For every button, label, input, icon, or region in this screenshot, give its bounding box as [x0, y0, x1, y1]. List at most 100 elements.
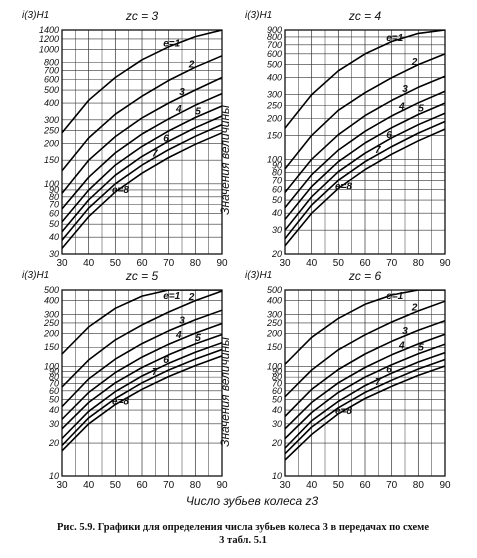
y-tick-label: 600 — [44, 74, 59, 84]
series-line-2 — [285, 53, 445, 170]
x-tick-label: 80 — [413, 258, 425, 269]
series-label: 7 — [152, 367, 158, 378]
y-tick-label: 30 — [49, 249, 59, 259]
series-label: 7 — [375, 377, 381, 388]
series-label: 4 — [398, 101, 405, 112]
y-tick-label: 80 — [272, 167, 282, 177]
x-tick-label: 70 — [163, 480, 175, 491]
y-tick-label: 500 — [267, 60, 282, 70]
series-line-7 — [285, 358, 445, 455]
y-tick-label: 300 — [267, 90, 282, 100]
x-tick-label: 70 — [163, 258, 175, 269]
y-tick-label: 150 — [267, 130, 282, 140]
series-label: 4 — [175, 104, 182, 115]
y-tick-label: 300 — [44, 115, 59, 125]
series-line-7 — [285, 120, 445, 240]
y-tick-label: 40 — [272, 405, 282, 415]
y-tick-label: 30 — [272, 419, 282, 429]
y-tick-label: 90 — [272, 160, 282, 170]
series-label: 5 — [195, 333, 201, 344]
y-tick-label: 60 — [49, 209, 59, 219]
x-tick-label: 50 — [333, 258, 345, 269]
y-tick-label: 40 — [272, 208, 282, 218]
series-label: 6 — [163, 355, 169, 366]
x-tick-label: 30 — [56, 258, 68, 269]
series-label: 4 — [175, 330, 182, 341]
shared-x-axis-label: Число зубьев колеса z3 — [186, 494, 319, 508]
y-tick-label: 250 — [266, 100, 282, 110]
series-line-6 — [285, 351, 445, 449]
figure-caption: Рис. 5.9. Графики для определения числа … — [18, 521, 468, 547]
series-label: 3 — [179, 87, 185, 98]
series-line-4 — [62, 322, 222, 420]
y-tick-label: 90 — [49, 185, 59, 195]
chart-title: zc = 6 — [348, 269, 382, 283]
x-tick-label: 40 — [306, 258, 318, 269]
x-tick-label: 30 — [279, 480, 291, 491]
series-label: 5 — [418, 104, 424, 115]
x-tick-label: 50 — [333, 480, 345, 491]
y-tick-label: 50 — [49, 219, 59, 229]
y-tick-label: 100 — [267, 362, 282, 372]
plot-frame — [284, 29, 446, 255]
y-tick-label: 250 — [43, 125, 59, 135]
y-tick-label: 50 — [272, 394, 282, 404]
y-tick-label: 100 — [44, 362, 59, 372]
y-tick-label: 100 — [267, 154, 282, 164]
series-line-6 — [285, 112, 445, 231]
chart-panel-1: 3040506070809010015020025030040050060070… — [22, 9, 228, 269]
series-line-8 — [62, 132, 222, 249]
chart-title: zc = 3 — [125, 9, 159, 23]
series-label: 3 — [402, 84, 408, 95]
x-tick-label: 30 — [279, 258, 291, 269]
y-tick-label: 250 — [266, 318, 282, 328]
series-label: e=8 — [335, 406, 352, 417]
y-tick-label: 50 — [49, 394, 59, 404]
series-line-2 — [62, 290, 222, 388]
y-axis-label: i(3)H1 — [22, 10, 49, 21]
y-tick-label: 90 — [49, 367, 59, 377]
series-label: 4 — [398, 341, 405, 352]
y-tick-label: 200 — [266, 329, 282, 339]
series-line-3 — [285, 319, 445, 417]
y-tick-label: 80 — [49, 372, 59, 382]
series-label: 6 — [163, 133, 169, 144]
series-line-7 — [62, 348, 222, 447]
y-tick-label: 70 — [49, 378, 59, 388]
plot-frame — [284, 289, 446, 477]
y-tick-label: 400 — [44, 98, 59, 108]
y-axis-label: i(3)H1 — [22, 270, 49, 281]
y-tick-label: 40 — [49, 232, 59, 242]
series-line-6 — [62, 341, 222, 440]
y-tick-label: 30 — [272, 225, 282, 235]
y-tick-label: 30 — [49, 419, 59, 429]
figure-panels: Значения величины Значения величины Числ… — [22, 9, 451, 508]
y-tick-label: 400 — [44, 296, 59, 306]
chart-panel-3: 1020304050607080901001502002503004005003… — [22, 269, 228, 491]
series-line-3 — [285, 75, 445, 193]
y-axis-label: i(3)H1 — [245, 270, 272, 281]
series-label: 3 — [179, 315, 185, 326]
x-tick-label: 30 — [56, 480, 68, 491]
series-label: 7 — [152, 148, 158, 159]
series-label: 3 — [402, 326, 408, 337]
series-label: e=8 — [112, 396, 129, 407]
shared-y-axis-label-lower: Значения величины — [218, 337, 232, 447]
y-tick-label: 700 — [44, 65, 59, 75]
series-label: 2 — [411, 302, 418, 313]
y-tick-label: 40 — [49, 405, 59, 415]
y-tick-label: 150 — [44, 342, 59, 352]
caption-line-2: 3 табл. 5.1 — [219, 535, 267, 546]
x-tick-label: 60 — [136, 480, 148, 491]
series-line-2 — [62, 55, 222, 172]
series-label: 6 — [386, 365, 392, 376]
y-tick-label: 20 — [271, 438, 282, 448]
y-tick-label: 900 — [267, 25, 282, 35]
chart-panel-4: 1020304050607080901001502002503004005003… — [245, 269, 451, 491]
series-label: 6 — [386, 130, 392, 141]
series-label: e=1 — [163, 291, 180, 302]
y-tick-label: 80 — [49, 192, 59, 202]
series-label: e=1 — [386, 291, 403, 302]
y-tick-label: 200 — [43, 138, 59, 148]
x-tick-label: 80 — [190, 258, 202, 269]
